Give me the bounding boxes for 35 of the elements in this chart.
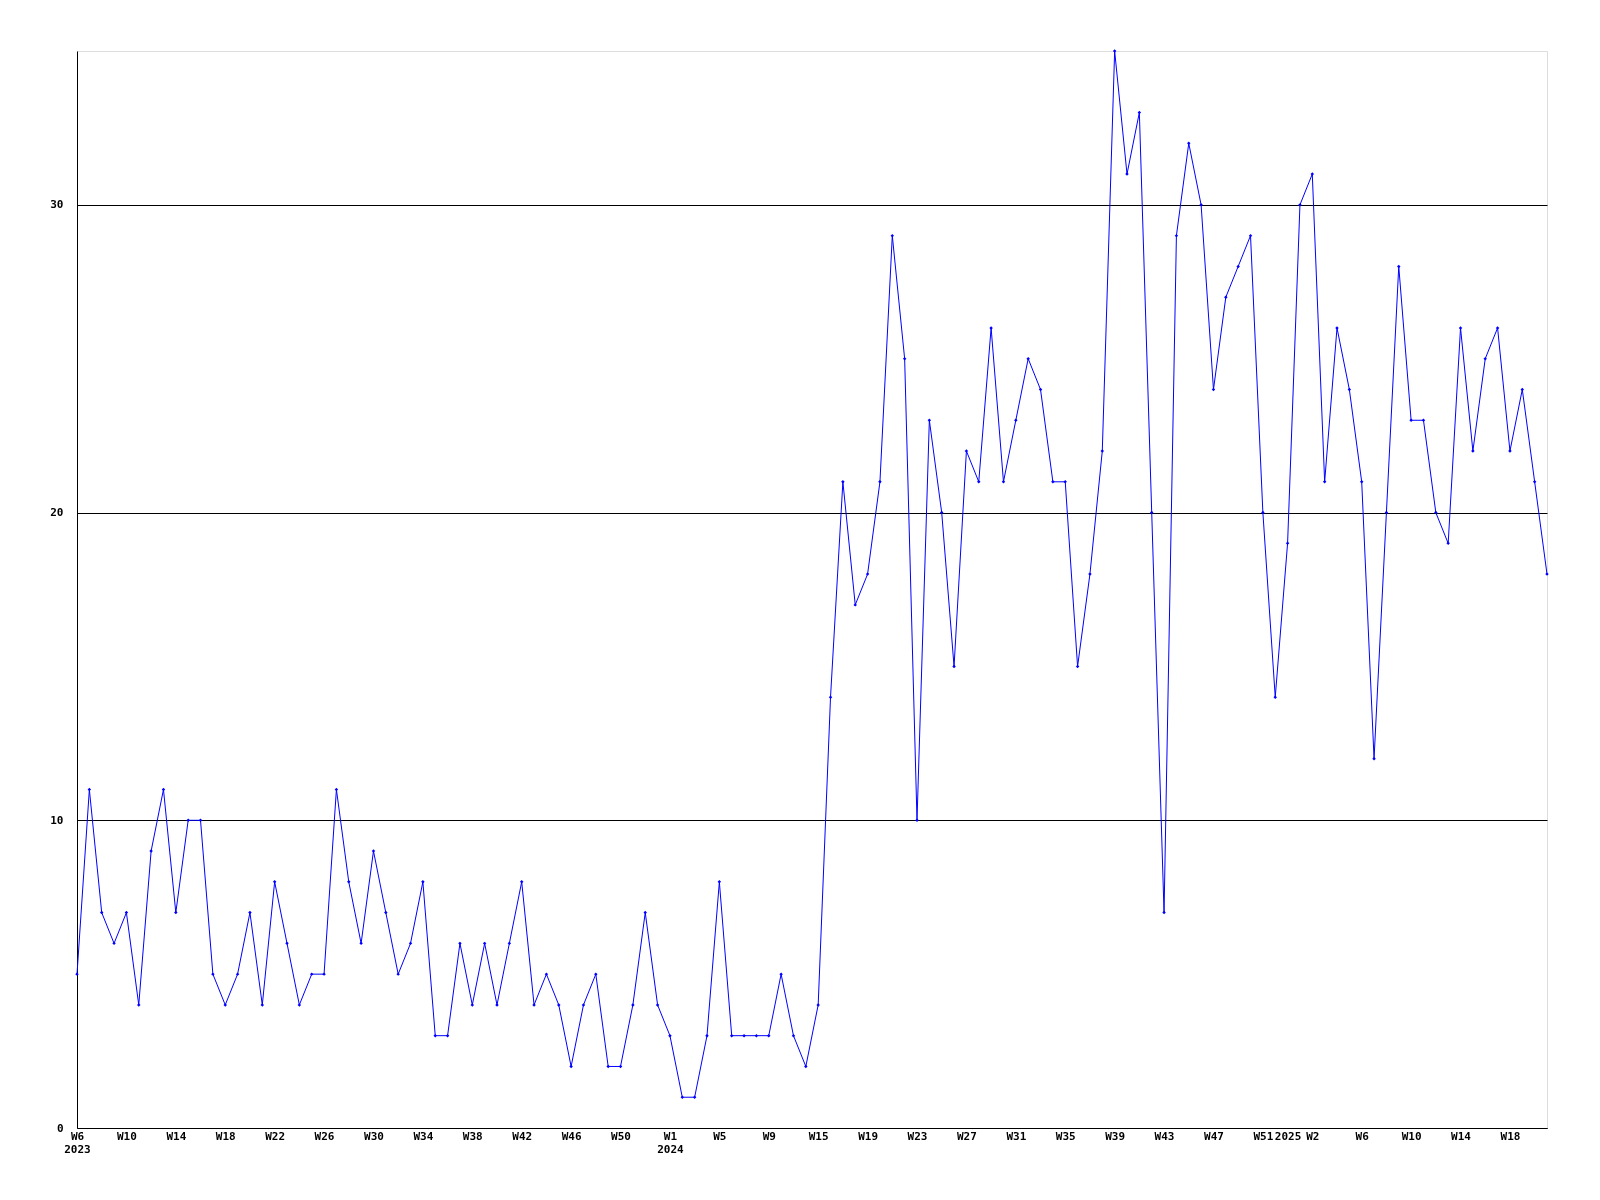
x-tick-label: W27 [956, 1129, 977, 1143]
x-tick-label: W47 [1204, 1129, 1224, 1143]
x-tick-label: W6 2023 [64, 1129, 91, 1156]
x-tick-label: W43 [1154, 1129, 1175, 1143]
x-tick-label: W9 [762, 1129, 776, 1143]
x-tick-label: W38 [462, 1129, 483, 1143]
x-tick-label: W18 [1500, 1129, 1521, 1143]
y-tick-label: 0 [56, 1121, 64, 1135]
x-tick-label: W39 [1105, 1129, 1126, 1143]
x-tick-label: W35 [1055, 1129, 1076, 1143]
x-tick-label: W15 [808, 1129, 829, 1143]
x-tick-label: 2025 [1274, 1129, 1302, 1143]
x-tick-label: W19 [858, 1129, 879, 1143]
x-tick-label: W6 [1355, 1129, 1370, 1143]
x-tick-label: W23 [907, 1129, 928, 1143]
y-tick-label: 30 [50, 198, 64, 212]
x-tick-label: W22 [265, 1129, 286, 1143]
x-tick-label: W10 [1401, 1129, 1422, 1143]
y-tick-label: 20 [50, 506, 64, 520]
x-tick-label: W26 [314, 1129, 335, 1143]
x-tick-label: W5 [713, 1129, 727, 1143]
x-tick-label: W50 [611, 1129, 631, 1143]
x-tick-label: W18 [215, 1129, 236, 1143]
x-tick-label: W10 [116, 1129, 137, 1143]
x-tick-label: W2 [1306, 1129, 1320, 1143]
y-tick-label: 10 [50, 813, 64, 827]
x-tick-label: W1 2024 [657, 1129, 685, 1156]
x-tick-label: W42 [512, 1129, 533, 1143]
x-tick-label: W31 [1006, 1129, 1027, 1143]
x-tick-label: W14 [1451, 1129, 1472, 1143]
x-tick-label: W46 [561, 1129, 582, 1143]
x-tick-label: W34 [413, 1129, 434, 1143]
x-tick-label: W30 [364, 1129, 384, 1143]
x-tick-label: W14 [166, 1129, 187, 1143]
x-tick-label: W51 [1253, 1129, 1274, 1143]
